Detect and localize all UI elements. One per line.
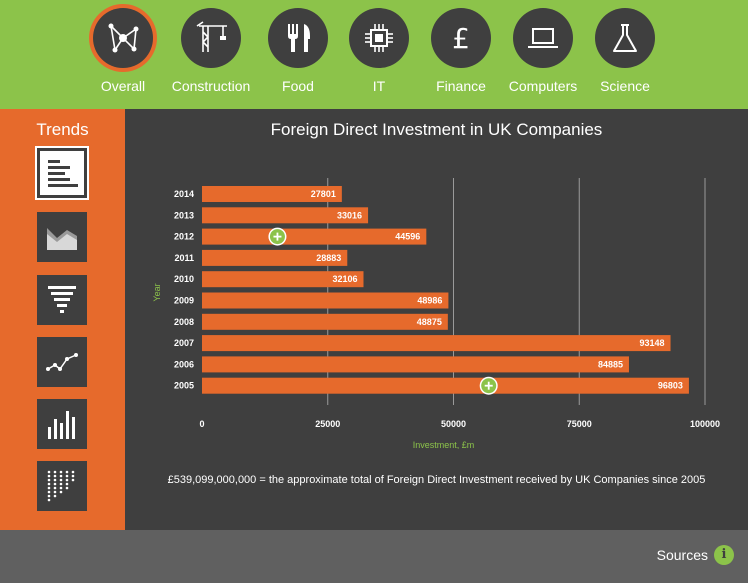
sources-label: Sources [656, 547, 708, 563]
line-chart-icon [46, 353, 78, 371]
funnel-chart-button[interactable] [37, 275, 87, 325]
nav-item-science[interactable]: Science [580, 8, 670, 94]
nav-item-finance[interactable]: £ Finance [416, 8, 506, 94]
nav-item-it[interactable]: IT [334, 8, 424, 94]
x-tick-label: 100000 [690, 419, 720, 429]
dot-matrix-icon [47, 470, 75, 502]
bar[interactable] [202, 292, 449, 309]
bar-value-label: 27801 [311, 189, 336, 199]
bar[interactable] [202, 377, 689, 394]
svg-text:£: £ [452, 22, 470, 55]
nav-label: Overall [100, 78, 146, 94]
nav-item-food[interactable]: Food [253, 8, 343, 94]
bar-value-label: 33016 [337, 210, 362, 220]
fork-knife-icon [268, 8, 328, 68]
area-chart-button[interactable] [37, 212, 87, 262]
y-axis-label: Year [152, 283, 162, 301]
laptop-icon [513, 8, 573, 68]
bar[interactable] [202, 249, 348, 266]
bar-value-label: 28883 [316, 253, 341, 263]
y-tick-label: 2007 [174, 338, 194, 348]
y-tick-label: 2011 [174, 253, 194, 263]
x-tick-label: 75000 [567, 419, 592, 429]
y-tick-label: 2013 [174, 210, 194, 220]
bar-chart-button[interactable] [35, 146, 89, 200]
nav-label: Food [282, 78, 314, 94]
x-tick-label: 0 [199, 419, 204, 429]
chart-title: Foreign Direct Investment in UK Companie… [270, 120, 603, 139]
bar[interactable] [202, 313, 448, 330]
area-chart-icon [47, 228, 77, 250]
nav-label: Construction [171, 78, 251, 94]
bar-value-label: 44596 [395, 232, 420, 242]
network-icon [93, 8, 153, 68]
bar[interactable] [202, 228, 427, 245]
bar[interactable] [202, 207, 369, 224]
nav-item-computers[interactable]: Computers [498, 8, 588, 94]
nav-label: Computers [508, 78, 578, 94]
sources-button[interactable]: Sources i [657, 545, 734, 565]
bar-value-label: 84885 [598, 359, 623, 369]
bar[interactable] [202, 271, 364, 288]
bar-chart-icon [48, 160, 78, 187]
column-chart-icon [48, 411, 75, 439]
nav-item-construction[interactable]: Construction [166, 8, 256, 94]
bar-value-label: 48986 [417, 296, 442, 306]
nav-label: IT [372, 78, 386, 94]
chip-icon [349, 8, 409, 68]
pound-icon: £ [431, 8, 491, 68]
footer: Sources i [0, 530, 748, 583]
investment-summary: £539,099,000,000 = the approximate total… [167, 474, 706, 486]
column-chart-button[interactable] [37, 399, 87, 449]
sidebar-title: Trends [36, 120, 89, 139]
bar[interactable] [202, 356, 629, 373]
crane-icon [181, 8, 241, 68]
trends-sidebar: Trends [0, 109, 125, 530]
y-tick-label: 2010 [174, 274, 194, 284]
bar-value-label: 96803 [658, 381, 683, 391]
flask-icon [595, 8, 655, 68]
x-axis-label: Investment, £m [413, 440, 475, 449]
x-tick-label: 50000 [441, 419, 466, 429]
bar-value-label: 32106 [332, 274, 357, 284]
investment-bar-chart: 0 25000 50000 75000 100000 2014 27801 2013 33016… [152, 178, 720, 449]
y-tick-label: 2014 [174, 189, 194, 199]
bar-value-label: 93148 [640, 338, 665, 348]
dot-matrix-button[interactable] [37, 461, 87, 511]
y-tick-label: 2012 [174, 232, 194, 242]
info-icon: i [714, 545, 734, 565]
category-nav: Overall Construction Food IT £ Finance C… [0, 0, 748, 109]
nav-label: Finance [436, 78, 486, 94]
y-tick-label: 2006 [174, 359, 194, 369]
bar[interactable] [202, 335, 671, 352]
nav-item-overall[interactable]: Overall [78, 8, 168, 94]
chart-panel: Foreign Direct Investment in UK Companie… [125, 109, 748, 530]
bar[interactable] [202, 186, 342, 202]
y-tick-label: 2009 [174, 296, 194, 306]
y-tick-label: 2005 [174, 381, 194, 391]
bar-value-label: 48875 [417, 317, 442, 327]
x-tick-label: 25000 [315, 419, 340, 429]
line-chart-button[interactable] [37, 337, 87, 387]
y-tick-label: 2008 [174, 317, 194, 327]
funnel-icon [48, 286, 76, 313]
nav-label: Science [600, 78, 650, 94]
